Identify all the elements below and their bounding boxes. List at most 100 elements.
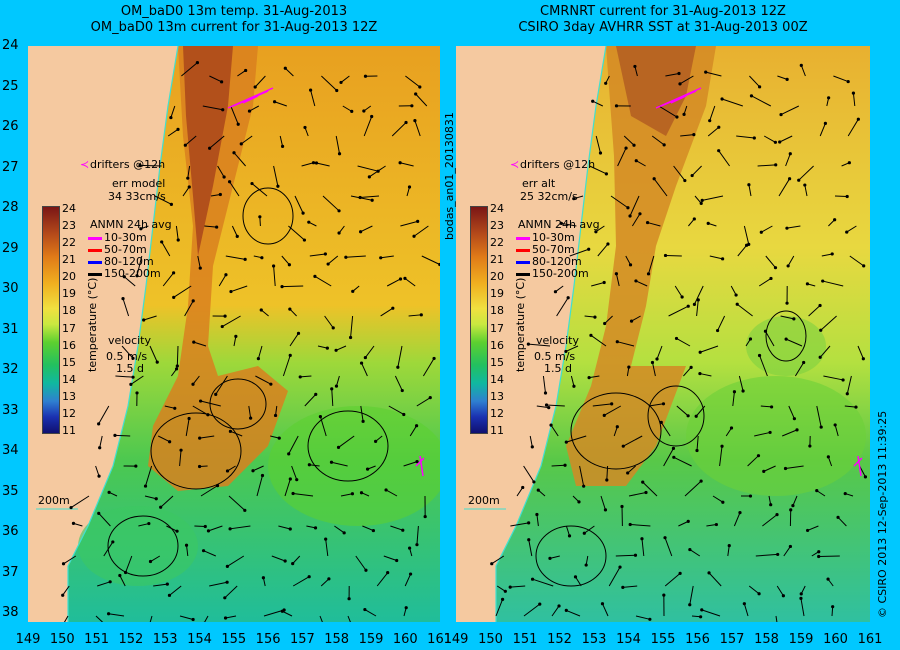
depth-swatch-icon bbox=[516, 236, 530, 240]
current-arrow-head bbox=[843, 491, 847, 496]
y-tick-label: 33 bbox=[2, 402, 19, 418]
current-arrow-head bbox=[228, 429, 233, 433]
current-arrow bbox=[416, 525, 419, 545]
current-arrow-head bbox=[344, 255, 348, 259]
current-arrow bbox=[361, 362, 368, 377]
current-arrow-head bbox=[173, 406, 177, 410]
right-warm-core bbox=[566, 46, 716, 486]
current-arrow-head bbox=[692, 133, 696, 137]
current-arrow-head bbox=[288, 527, 292, 531]
current-arrow bbox=[660, 422, 671, 437]
current-arrow-head bbox=[500, 597, 505, 601]
current-arrow bbox=[222, 315, 241, 327]
current-arrow bbox=[153, 583, 168, 587]
current-arrow-head bbox=[61, 593, 65, 597]
current-arrow bbox=[575, 576, 582, 587]
current-arrow bbox=[636, 160, 646, 167]
current-arrow bbox=[289, 333, 299, 347]
current-arrow bbox=[776, 585, 784, 597]
current-arrow-head bbox=[648, 617, 652, 621]
current-arrow bbox=[114, 434, 131, 437]
current-arrow bbox=[416, 397, 431, 407]
current-arrow-head bbox=[123, 570, 128, 575]
current-arrow bbox=[193, 341, 207, 347]
left-drifters-label: drifters @12h bbox=[90, 158, 166, 171]
current-arrow bbox=[139, 164, 162, 167]
current-arrow bbox=[256, 475, 263, 497]
current-arrow-head bbox=[603, 321, 607, 326]
current-arrow bbox=[495, 599, 504, 617]
right-side-label: © CSIRO 2013 12-Sep-2013 11:39:25 bbox=[876, 410, 889, 618]
current-arrow-head bbox=[690, 173, 694, 178]
current-arrow bbox=[154, 195, 172, 205]
current-arrow-head bbox=[386, 571, 390, 575]
current-arrow bbox=[294, 195, 304, 214]
depth-swatch-icon bbox=[516, 248, 530, 252]
current-arrow bbox=[284, 67, 294, 77]
current-arrow-head bbox=[688, 547, 692, 552]
current-arrow bbox=[561, 222, 577, 227]
current-arrow bbox=[324, 315, 334, 329]
current-arrow bbox=[792, 495, 798, 506]
current-arrow bbox=[160, 495, 174, 508]
current-arrow-head bbox=[398, 161, 402, 165]
current-arrow bbox=[760, 405, 772, 408]
current-arrow-head bbox=[699, 479, 703, 483]
current-arrow bbox=[273, 165, 279, 187]
current-arrow-head bbox=[351, 289, 355, 293]
current-arrow bbox=[230, 525, 251, 530]
current-arrow bbox=[556, 297, 569, 317]
right-title-line2: CSIRO 3day AVHRR SST at 31-Aug-2013 00Z bbox=[518, 20, 808, 35]
current-arrow-head bbox=[342, 531, 346, 535]
current-arrow-head bbox=[508, 585, 512, 589]
current-arrow-head bbox=[762, 469, 766, 473]
current-arrow-head bbox=[591, 99, 595, 103]
current-arrow-head bbox=[626, 471, 630, 475]
current-arrow bbox=[749, 75, 760, 88]
current-arrow bbox=[192, 405, 209, 416]
current-arrow bbox=[648, 255, 655, 274]
current-arrow bbox=[673, 165, 686, 181]
current-arrow bbox=[325, 539, 329, 557]
current-arrow-head bbox=[331, 326, 335, 330]
current-arrow bbox=[635, 615, 650, 620]
current-arrow bbox=[780, 105, 800, 116]
current-arrow-head bbox=[307, 463, 311, 467]
current-arrow-head bbox=[785, 77, 789, 81]
depth-legend-row: 50-70m bbox=[88, 244, 147, 256]
current-arrow bbox=[405, 75, 421, 88]
current-arrow-head bbox=[527, 521, 531, 525]
current-arrow-head bbox=[791, 504, 795, 508]
current-arrow bbox=[496, 585, 506, 592]
current-arrow bbox=[360, 195, 380, 199]
current-arrow bbox=[161, 241, 171, 257]
depth-legend-label: 50-70m bbox=[104, 243, 147, 256]
current-arrow-head bbox=[359, 230, 363, 234]
current-arrow-head bbox=[650, 360, 655, 365]
current-arrow-head bbox=[329, 460, 334, 464]
current-arrow bbox=[284, 478, 291, 497]
right-drifters-label: drifters @12h bbox=[520, 158, 596, 171]
current-arrow-head bbox=[370, 114, 374, 119]
current-arrow-head bbox=[225, 564, 229, 568]
current-arrow-head bbox=[327, 577, 331, 581]
colorbar-tick-label: 17 bbox=[490, 321, 504, 335]
current-arrow bbox=[647, 222, 661, 227]
current-arrow bbox=[617, 147, 627, 167]
current-arrow-head bbox=[757, 592, 761, 596]
current-arrow-head bbox=[727, 544, 731, 548]
current-arrow bbox=[707, 126, 720, 137]
current-arrow-head bbox=[773, 140, 777, 144]
current-arrow bbox=[231, 225, 238, 237]
current-arrow-head bbox=[845, 392, 849, 396]
current-arrow-head bbox=[633, 553, 638, 557]
current-arrow-head bbox=[169, 202, 173, 206]
right-velocity-scale: 0.5 m/s bbox=[534, 350, 576, 363]
colorbar-tick-label: 17 bbox=[62, 321, 76, 335]
current-arrow bbox=[584, 525, 595, 534]
current-arrow-head bbox=[175, 364, 179, 368]
current-arrow-head bbox=[717, 125, 721, 129]
depth-legend-row: 150-200m bbox=[516, 268, 589, 280]
current-arrow-head bbox=[220, 324, 224, 329]
current-arrow bbox=[289, 308, 297, 317]
